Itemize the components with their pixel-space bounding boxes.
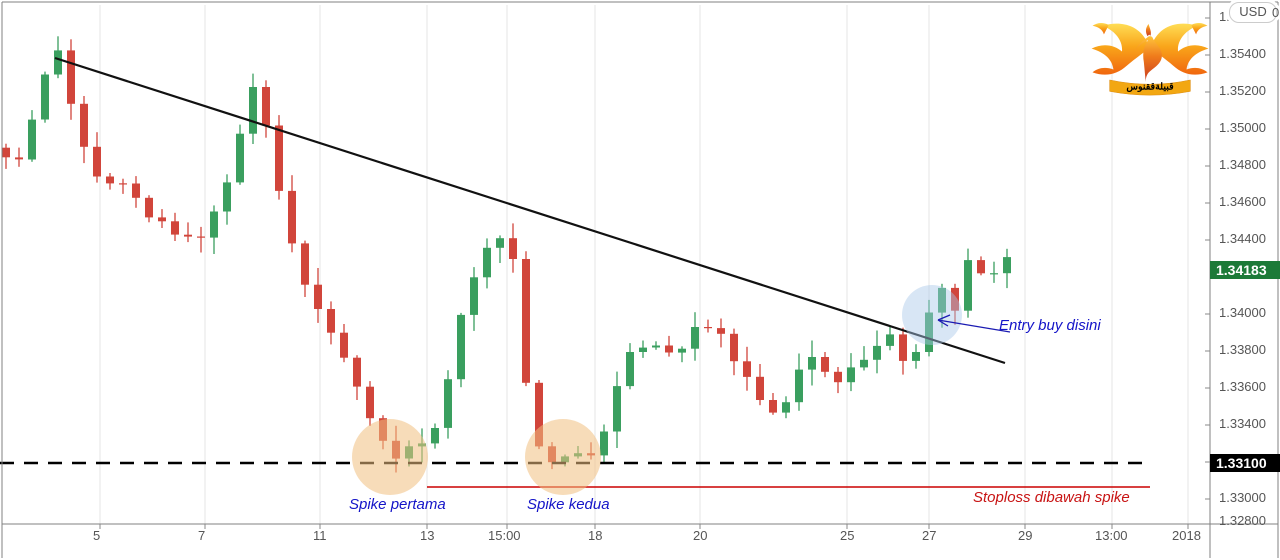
svg-text:قبيلةققنوس: قبيلةققنوس [1126,81,1174,92]
